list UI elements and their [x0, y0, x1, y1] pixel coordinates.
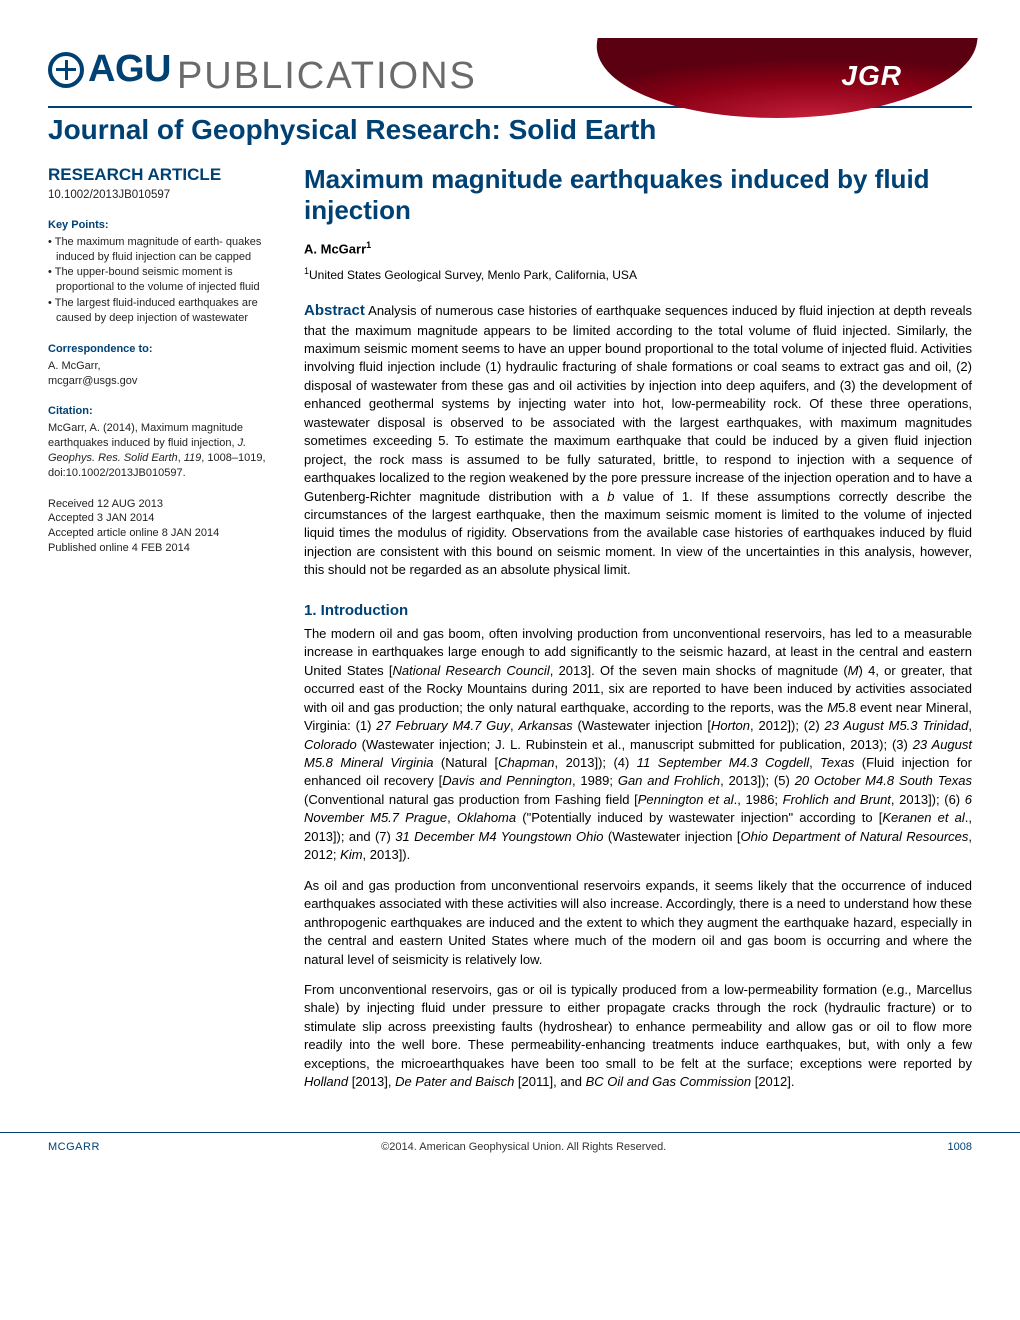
jgr-swoosh: [586, 38, 977, 118]
author-name: A. McGarr: [304, 241, 366, 256]
key-point: The largest fluid-induced earthquakes ar…: [48, 296, 276, 326]
correspondence-head: Correspondence to:: [48, 342, 276, 357]
sidebar: RESEARCH ARTICLE 10.1002/2013JB010597 Ke…: [48, 164, 276, 1104]
key-points-list: The maximum magnitude of earth- quakes i…: [48, 235, 276, 326]
intro-p3: From unconventional reservoirs, gas or o…: [304, 981, 972, 1092]
agu-mark: AGU: [48, 48, 171, 91]
key-point: The upper-bound seismic moment is propor…: [48, 265, 276, 295]
citation-block: Citation: McGarr, A. (2014), Maximum mag…: [48, 404, 276, 480]
key-points-head: Key Points:: [48, 218, 276, 233]
header: AGU PUBLICATIONS JGR: [48, 48, 972, 98]
abstract: Abstract Analysis of numerous case histo…: [304, 300, 972, 580]
key-point: The maximum magnitude of earth- quakes i…: [48, 235, 276, 265]
date-accepted-online: Accepted article online 8 JAN 2014: [48, 526, 276, 541]
footer: MCGARR ©2014. American Geophysical Union…: [0, 1132, 1020, 1171]
content: RESEARCH ARTICLE 10.1002/2013JB010597 Ke…: [48, 164, 972, 1104]
citation-head: Citation:: [48, 404, 276, 419]
agu-text: AGU: [88, 48, 171, 91]
main: Maximum magnitude earthquakes induced by…: [304, 164, 972, 1104]
footer-copyright: ©2014. American Geophysical Union. All R…: [381, 1141, 666, 1153]
date-accepted: Accepted 3 JAN 2014: [48, 511, 276, 526]
publications-word: PUBLICATIONS: [177, 55, 477, 98]
citation-text: McGarr, A. (2014), Maximum magnitude ear…: [48, 421, 276, 480]
affiliation: 1United States Geological Survey, Menlo …: [304, 266, 972, 282]
correspondence-name: A. McGarr,: [48, 359, 276, 374]
page: AGU PUBLICATIONS JGR Journal of Geophysi…: [0, 0, 1020, 1104]
footer-page: 1008: [948, 1141, 972, 1153]
intro-p1: The modern oil and gas boom, often invol…: [304, 625, 972, 865]
jgr-badge: JGR: [592, 38, 972, 118]
correspondence-email: mcgarr@usgs.gov: [48, 374, 276, 389]
author: A. McGarr1: [304, 240, 972, 256]
date-published: Published online 4 FEB 2014: [48, 541, 276, 556]
research-article-label: RESEARCH ARTICLE: [48, 164, 276, 187]
article-title: Maximum magnitude earthquakes induced by…: [304, 164, 972, 226]
intro-p2: As oil and gas production from unconvent…: [304, 877, 972, 969]
jgr-label: JGR: [841, 60, 902, 92]
abstract-text: Analysis of numerous case histories of e…: [304, 303, 972, 577]
section-1-head: 1. Introduction: [304, 602, 972, 619]
doi: 10.1002/2013JB010597: [48, 188, 276, 204]
author-sup: 1: [366, 240, 371, 250]
footer-author: MCGARR: [48, 1141, 100, 1153]
abstract-label: Abstract: [304, 302, 365, 319]
journal-title: Journal of Geophysical Research: Solid E…: [48, 114, 972, 146]
date-received: Received 12 AUG 2013: [48, 497, 276, 512]
correspondence-block: Correspondence to: A. McGarr, mcgarr@usg…: [48, 342, 276, 389]
globe-icon: [48, 52, 84, 88]
dates-block: Received 12 AUG 2013 Accepted 3 JAN 2014…: [48, 497, 276, 556]
affil-text: United States Geological Survey, Menlo P…: [309, 268, 637, 282]
